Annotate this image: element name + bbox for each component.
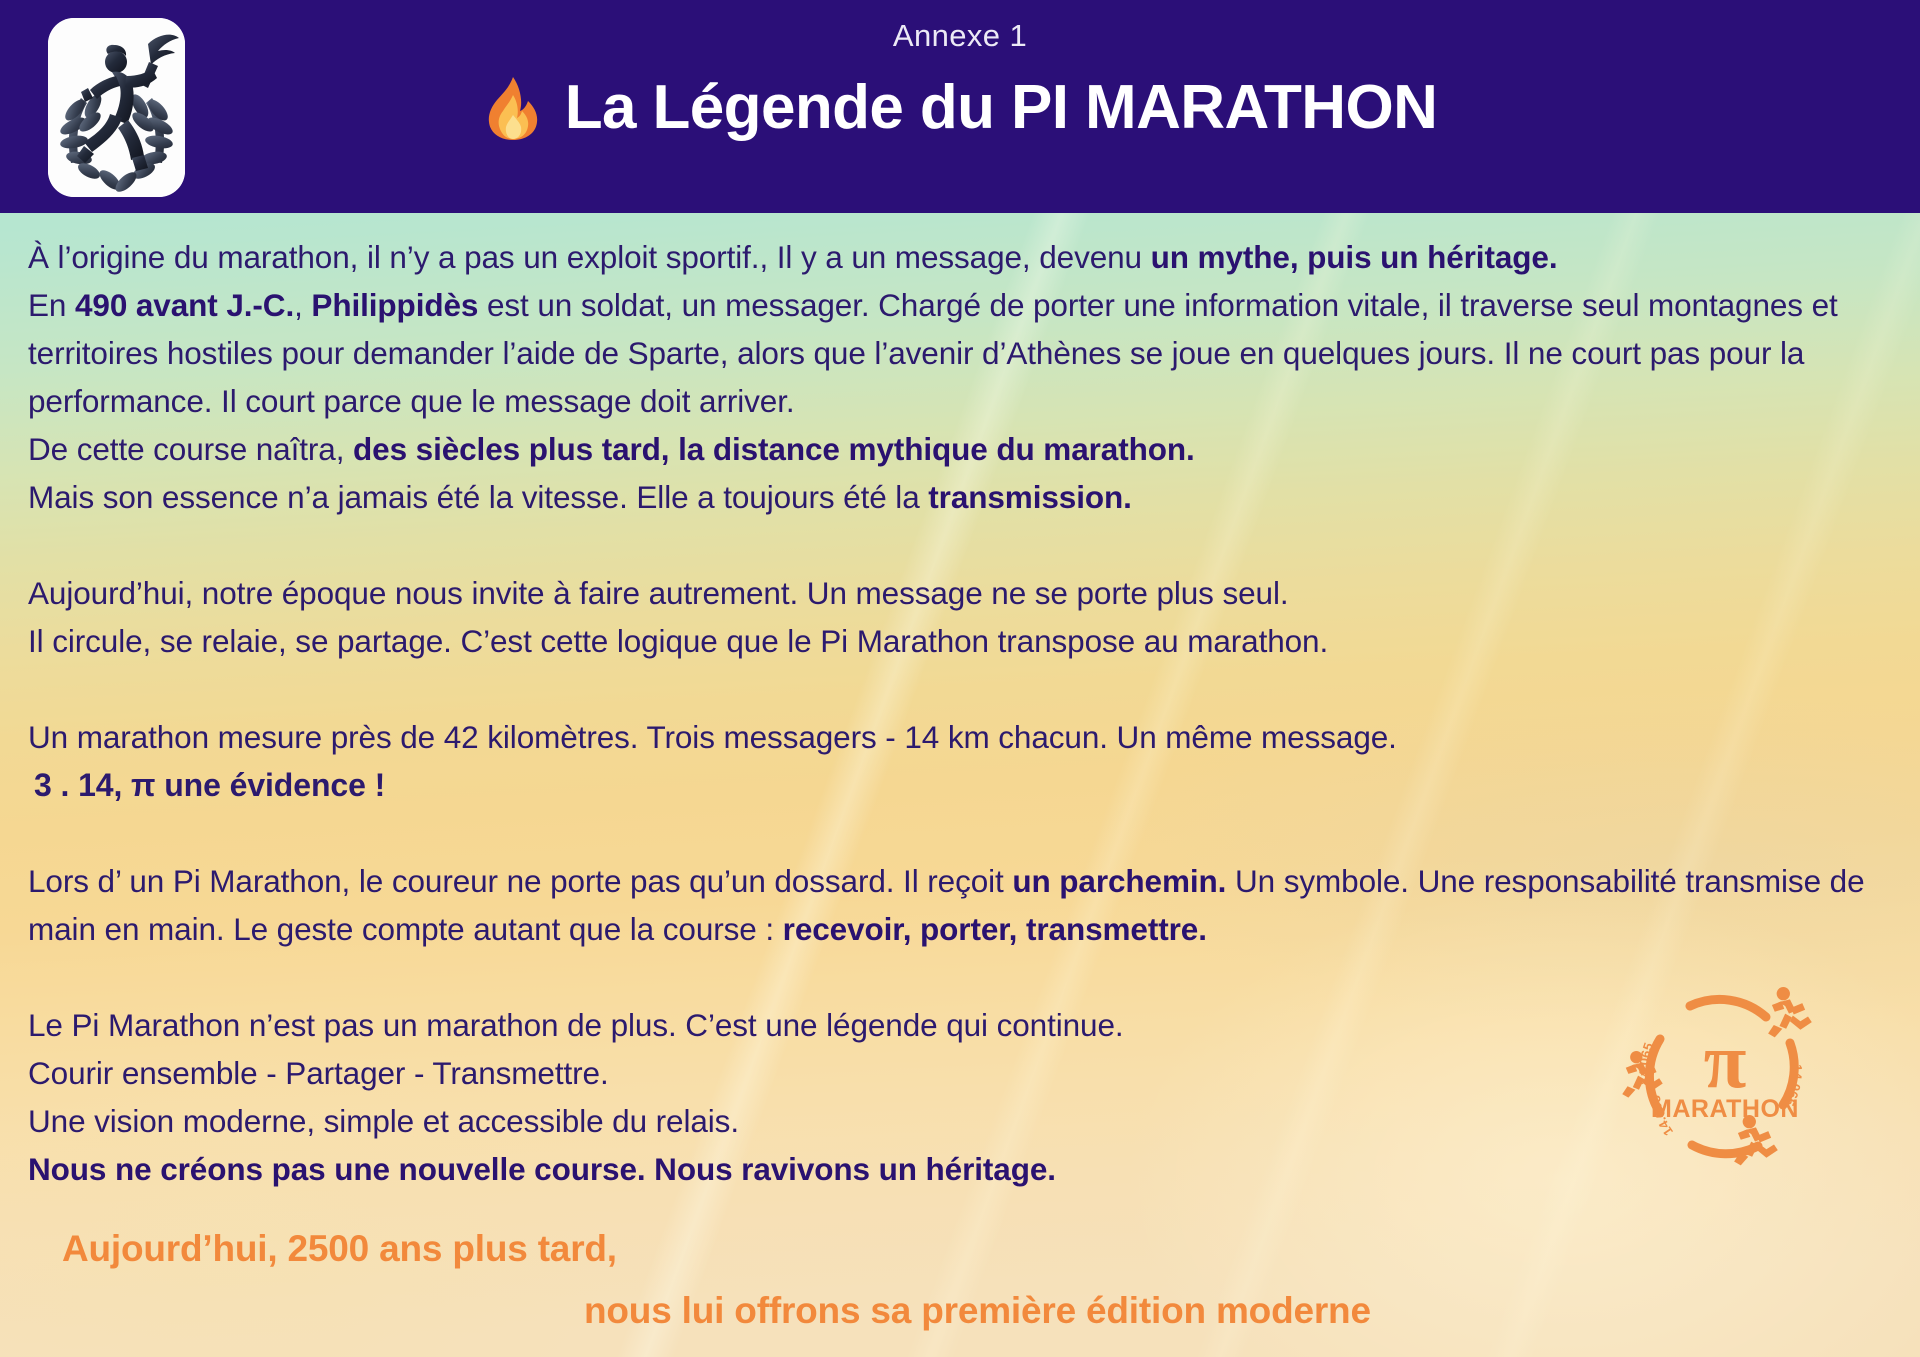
p3-bold-distance: des siècles plus tard, la distance mythi… — [353, 431, 1195, 467]
paragraph-origin: À l’origine du marathon, il n’y a pas un… — [28, 233, 1892, 281]
p4-bold-transmission: transmission. — [928, 479, 1132, 515]
p2-text-3: est un soldat, un messager. Chargé de po… — [28, 287, 1838, 419]
p1-bold-mythe: un mythe, puis un héritage. — [1150, 239, 1558, 275]
paragraph-today-line2: Il circule, se relaie, se partage. C’est… — [28, 623, 1329, 659]
footer-tagline: Aujourd’hui, 2500 ans plus tard, nous lu… — [0, 1218, 1920, 1342]
paragraph-conclusion-line2: Courir ensemble - Partager - Transmettre… — [28, 1055, 609, 1091]
paragraph-km-line1: Un marathon mesure près de 42 kilomètres… — [28, 719, 1397, 755]
paragraph-distance: De cette course naîtra, des siècles plus… — [28, 425, 1892, 473]
p7-text-2: Un symbole. Une responsabilité transmise… — [28, 863, 1865, 947]
p7-bold-verbs: recevoir, porter, transmettre. — [782, 911, 1207, 947]
footer-line-1: Aujourd’hui, 2500 ans plus tard, — [62, 1228, 617, 1269]
pi-symbol: π — [1704, 1017, 1747, 1104]
pi-logo-wordmark: MARATHON — [1651, 1095, 1799, 1123]
arc-label-2: 14.065 — [1782, 1064, 1805, 1108]
paragraph-conclusion-line3: Une vision moderne, simple et accessible… — [28, 1103, 739, 1139]
pi-marathon-logo: π MARATHON 14.065 14.065 14.065 — [1620, 965, 1830, 1170]
arc-label-1: 14.065 — [1636, 1041, 1656, 1086]
spacer-4 — [28, 953, 1892, 1001]
paragraph-transmission: Mais son essence n’a jamais été la vites… — [28, 473, 1892, 521]
paragraph-parchemin: Lors d’ un Pi Marathon, le coureur ne po… — [28, 857, 1892, 953]
page-title: La Légende du PI MARATHON — [564, 73, 1438, 142]
spacer-1 — [28, 521, 1892, 569]
footer-line-2: nous lui offrons sa première édition mod… — [584, 1290, 1371, 1331]
article-body: À l’origine du marathon, il n’y a pas un… — [0, 213, 1920, 1193]
p4-text: Mais son essence n’a jamais été la vites… — [28, 479, 929, 515]
paragraph-today-line1: Aujourd’hui, notre époque nous invite à … — [28, 575, 1289, 611]
p2-text-2: , — [294, 287, 312, 323]
p1-text: À l’origine du marathon, il n’y a pas un… — [28, 239, 1151, 275]
p2-bold-name: Philippidès — [311, 287, 479, 323]
annexe-label: Annexe 1 — [892, 18, 1028, 53]
heritage-statement: Nous ne créons pas une nouvelle course. … — [28, 1151, 1056, 1187]
p7-text-1: Lors d’ un Pi Marathon, le coureur ne po… — [28, 863, 1013, 899]
greek-torch-runner-logo — [48, 18, 185, 197]
page-header: Annexe 1 La Légende du PI MARATHON — [0, 0, 1920, 213]
fire-icon — [488, 76, 537, 140]
paragraph-philippides: En 490 avant J.-C., Philippidès est un s… — [28, 281, 1892, 425]
spacer-3 — [28, 809, 1892, 857]
paragraph-conclusion-bold: Nous ne créons pas une nouvelle course. … — [28, 1145, 1892, 1193]
p7-bold-parchemin: un parchemin. — [1012, 863, 1227, 899]
p2-bold-date: 490 avant J.-C. — [74, 287, 295, 323]
title-row: La Légende du PI MARATHON — [0, 72, 1920, 143]
spacer-2 — [28, 665, 1892, 713]
p2-text-1: En — [28, 287, 75, 323]
paragraph-conclusion-line1: Le Pi Marathon n’est pas un marathon de … — [28, 1007, 1124, 1043]
pi-evidence-line: 3 . 14, π une évidence ! — [34, 767, 386, 803]
p3-text: De cette course naîtra, — [28, 431, 354, 467]
